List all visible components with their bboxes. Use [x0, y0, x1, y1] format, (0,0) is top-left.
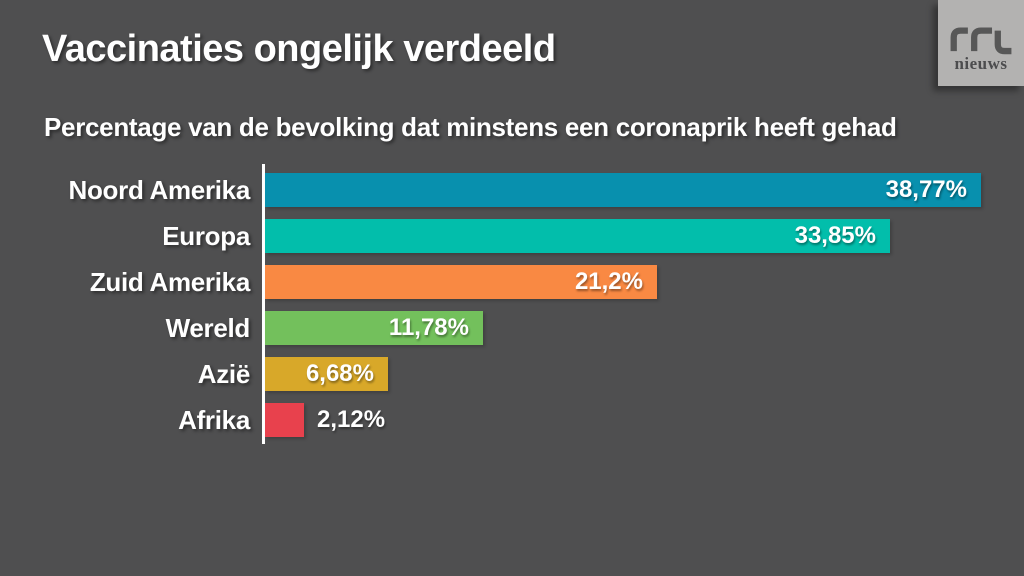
bar-europa: 33,85% [265, 219, 890, 253]
bar-azi-: 6,68% [265, 357, 388, 391]
bar-track: 38,77% [265, 173, 1024, 207]
rtl-logo-icon [950, 27, 1012, 55]
chart-row: Azië 6,68% [40, 357, 1024, 391]
rtl-nieuws-logo: nieuws [938, 0, 1024, 86]
bar-value-label: 33,85% [794, 222, 876, 249]
chart-row: Afrika 2,12% [40, 403, 1024, 437]
bar-chart: Noord Amerika 38,77% Europa 33,85% Zuid … [40, 164, 1024, 444]
bar-zuid-amerika: 21,2% [265, 265, 657, 299]
bar-afrika: 2,12% [265, 403, 385, 437]
chart-subtitle: Percentage van de bevolking dat minstens… [44, 112, 897, 142]
bar-track: 33,85% [265, 219, 1024, 253]
bar-track: 21,2% [265, 265, 1024, 299]
chart-rows: Noord Amerika 38,77% Europa 33,85% Zuid … [40, 173, 1024, 437]
bar-value-label: 6,68% [305, 360, 374, 387]
category-label-europa: Europa [162, 220, 250, 251]
bar-value-label: 2,12% [317, 406, 386, 433]
rtl-nieuws-wordmark: nieuws [954, 54, 1008, 73]
bar-wereld: 11,78% [265, 311, 483, 345]
chart-axis-line [262, 164, 265, 444]
bar-value-label: 21,2% [574, 268, 643, 295]
bar-noord-amerika: 38,77% [265, 173, 981, 207]
category-label-afrika: Afrika [178, 404, 250, 435]
bar-track: 2,12% [265, 403, 1024, 437]
chart-row: Zuid Amerika 21,2% [40, 265, 1024, 299]
bar-value-label: 11,78% [388, 314, 469, 341]
category-label-wereld: Wereld [165, 312, 251, 343]
category-label-azi-: Azië [197, 358, 251, 389]
page-title: Vaccinaties ongelijk verdeeld [42, 28, 556, 70]
bar-track: 6,68% [265, 357, 1024, 391]
bar-value-label: 38,77% [885, 176, 967, 203]
category-label-noord-amerika: Noord Amerika [68, 174, 250, 205]
category-label-zuid-amerika: Zuid Amerika [89, 266, 250, 297]
chart-row: Wereld 11,78% [40, 311, 1024, 345]
bar-track: 11,78% [265, 311, 1024, 345]
chart-row: Europa 33,85% [40, 219, 1024, 253]
chart-row: Noord Amerika 38,77% [40, 173, 1024, 207]
